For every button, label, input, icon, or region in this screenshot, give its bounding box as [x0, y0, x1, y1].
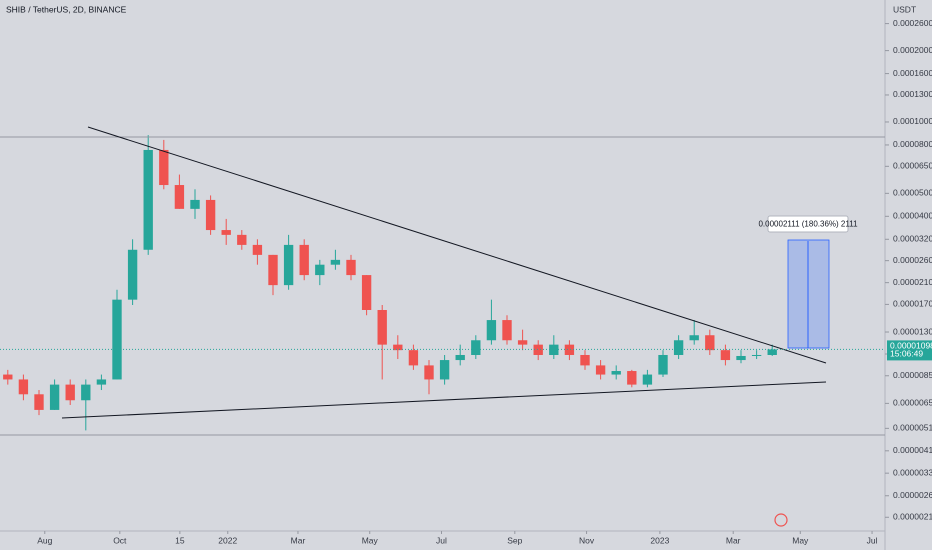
last-price-box: [887, 340, 932, 361]
candle-body: [627, 371, 637, 385]
candle-body: [471, 340, 481, 355]
candle-body: [34, 394, 44, 410]
candle-body: [502, 320, 512, 341]
candle-body: [611, 371, 621, 375]
candle-body: [237, 234, 247, 245]
chart-title: SHIB / TetherUS, 2D, BINANCE: [6, 4, 127, 14]
candle-body: [81, 384, 91, 401]
x-tick-label: 2022: [218, 535, 237, 545]
x-tick-label: Mar: [726, 535, 741, 545]
candle-body: [455, 354, 465, 361]
candle-body: [190, 199, 200, 209]
candle-body: [439, 360, 450, 380]
candle-body: [299, 244, 309, 276]
x-tick-label: Jul: [867, 535, 878, 545]
x-tick-label: 2023: [650, 535, 669, 545]
x-tick-label: Oct: [113, 535, 127, 545]
x-tick-label: May: [362, 535, 379, 545]
candle-body: [49, 384, 60, 410]
candle-body: [143, 149, 153, 250]
candle-body: [393, 344, 403, 351]
candle-body: [3, 374, 13, 380]
x-tick-label: Jul: [436, 535, 447, 545]
candle-body: [330, 259, 341, 265]
trend-line: [61, 381, 827, 419]
x-tick-label: Mar: [291, 535, 306, 545]
last-price-label: 0.00001098: [890, 341, 932, 351]
candle-body: [252, 244, 263, 255]
candle-body: [96, 379, 107, 385]
candle-body: [751, 354, 762, 356]
candle-body: [268, 254, 278, 286]
x-tick-label: Nov: [579, 535, 595, 545]
candle-body: [174, 185, 185, 209]
candle-body: [346, 259, 356, 276]
x-tick-label: Sep: [507, 535, 522, 545]
candle-body: [549, 344, 559, 355]
candle-body: [315, 264, 325, 276]
candle-body: [18, 379, 29, 395]
candle-body: [673, 340, 684, 355]
countdown: 15:06:49: [890, 349, 923, 359]
y-tick-label: 0.00000265: [893, 490, 932, 500]
candle-body: [642, 374, 653, 385]
candle-body: [736, 355, 746, 361]
candle-body: [361, 275, 372, 310]
candle-body: [705, 335, 715, 351]
candle-body: [424, 365, 434, 380]
x-tick-label: Aug: [37, 535, 52, 545]
candle-body: [65, 384, 75, 401]
candle-body: [221, 230, 231, 235]
candle-body: [112, 299, 122, 380]
trend-line: [87, 126, 827, 364]
candle-body: [564, 344, 575, 355]
candle-body: [595, 365, 606, 375]
candle-body: [283, 244, 294, 286]
candle-body: [159, 149, 169, 186]
candle-body: [658, 354, 668, 375]
candle-body: [377, 309, 387, 345]
x-tick-label: May: [792, 535, 809, 545]
candle-body: [767, 349, 777, 355]
candle-body: [517, 340, 528, 345]
candle-body: [127, 249, 138, 300]
measure-label-box: [767, 215, 849, 233]
y-tick-label: 0.00000215: [893, 512, 932, 522]
candle-body: [408, 350, 419, 366]
candle-body: [486, 320, 497, 341]
currency-label: USDT: [893, 4, 916, 14]
candle-body: [580, 354, 590, 366]
candle-body: [533, 344, 543, 355]
candle-body: [205, 199, 216, 231]
measure-label: 0.00002111 (180.36%) 2111: [758, 220, 858, 229]
alert-icon[interactable]: [774, 513, 788, 527]
candle-body: [720, 350, 731, 361]
candles: [3, 135, 777, 431]
x-tick-label: 15: [175, 535, 185, 545]
candle-body: [689, 335, 699, 341]
